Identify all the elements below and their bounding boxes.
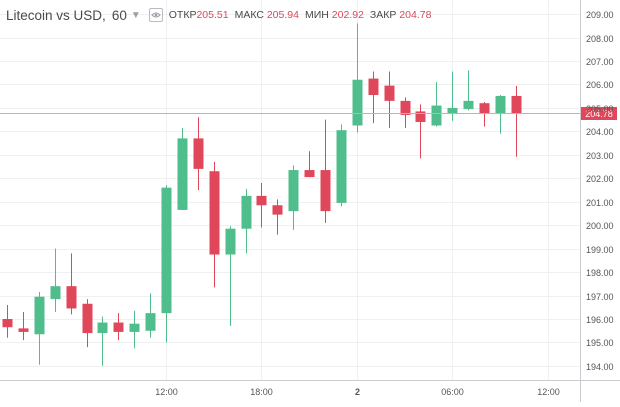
candle-body <box>256 195 267 206</box>
y-tick-label: 196.00 <box>586 315 614 325</box>
y-tick-label: 201.00 <box>586 198 614 208</box>
y-tick-label: 195.00 <box>586 338 614 348</box>
candle-body <box>511 95 522 114</box>
x-tick-label: 18:00 <box>250 387 273 397</box>
interval-label[interactable]: 60 <box>111 7 127 23</box>
y-tick-label: 194.00 <box>586 362 614 372</box>
y-tick-label: 208.00 <box>586 34 614 44</box>
close-value: 204.78 <box>399 9 432 21</box>
y-tick-label: 202.00 <box>586 174 614 184</box>
symbol-header: Litecoin vs USD, 60 ▼ ОТКР205.51 МАКС 20… <box>6 6 431 24</box>
candle-body <box>400 100 411 115</box>
candle-body <box>161 187 172 314</box>
candle-body <box>241 195 252 229</box>
y-tick-label: 207.00 <box>586 57 614 67</box>
symbol-separator: , <box>102 7 106 23</box>
candle-body <box>384 85 395 101</box>
candle-body <box>352 79 363 126</box>
candle-body <box>97 322 108 334</box>
y-tick-label: 203.00 <box>586 151 614 161</box>
chevron-down-icon[interactable]: ▼ <box>130 9 141 21</box>
open-label: ОТКР <box>168 9 197 21</box>
candle-body <box>34 296 45 335</box>
candle-body <box>431 105 442 126</box>
current-price-label: 204.78 <box>585 109 613 119</box>
x-tick-label: 2 <box>355 387 360 397</box>
candle-body <box>113 322 124 332</box>
candle-body <box>495 95 506 114</box>
y-tick-label: 198.00 <box>586 268 614 278</box>
close-label: ЗАКР <box>369 9 397 21</box>
ohlc-values: ОТКР205.51 МАКС 205.94 МИН 202.92 ЗАКР 2… <box>169 9 432 21</box>
x-tick-label: 12:00 <box>155 387 178 397</box>
candle-body <box>368 78 379 95</box>
candle-body <box>479 103 490 114</box>
candle-body <box>145 313 156 331</box>
candle-body <box>447 107 458 114</box>
low-label: МИН <box>304 9 329 21</box>
candle-body <box>463 100 474 110</box>
candle-body <box>225 228 236 255</box>
candle-body <box>50 286 61 300</box>
grid-layer <box>0 0 580 380</box>
y-tick-label: 206.00 <box>586 80 614 90</box>
candle-body <box>209 171 220 255</box>
candle-body <box>304 170 315 178</box>
candle-body <box>129 323 140 332</box>
candle-body <box>193 138 204 169</box>
candle-body <box>2 319 13 328</box>
candle-body <box>177 138 188 210</box>
candle-body <box>288 170 299 212</box>
y-tick-label: 204.00 <box>586 127 614 137</box>
high-value: 205.94 <box>266 9 299 21</box>
candle-body <box>18 328 29 332</box>
candle-body <box>82 303 93 334</box>
candle-body <box>272 205 283 215</box>
current-price-badge <box>581 107 617 120</box>
y-tick-label: 197.00 <box>586 292 614 302</box>
high-label: МАКС <box>234 9 264 21</box>
candle-body <box>66 286 77 309</box>
y-tick-label: 200.00 <box>586 221 614 231</box>
candle-body <box>415 111 426 122</box>
price-line-layer: 204.78 <box>0 107 617 120</box>
candles-layer <box>2 23 522 366</box>
y-tick-label: 205.00 <box>586 104 614 114</box>
open-value: 205.51 <box>196 9 229 21</box>
y-tick-label: 199.00 <box>586 245 614 255</box>
candle-body <box>336 130 347 203</box>
eye-icon[interactable] <box>148 8 163 22</box>
y-tick-label: 209.00 <box>586 10 614 20</box>
symbol-title[interactable]: Litecoin vs USD <box>6 7 103 23</box>
x-tick-label: 12:00 <box>537 387 560 397</box>
x-tick-label: 06:00 <box>441 387 464 397</box>
candle-body <box>320 170 331 212</box>
low-value: 202.92 <box>331 9 364 21</box>
